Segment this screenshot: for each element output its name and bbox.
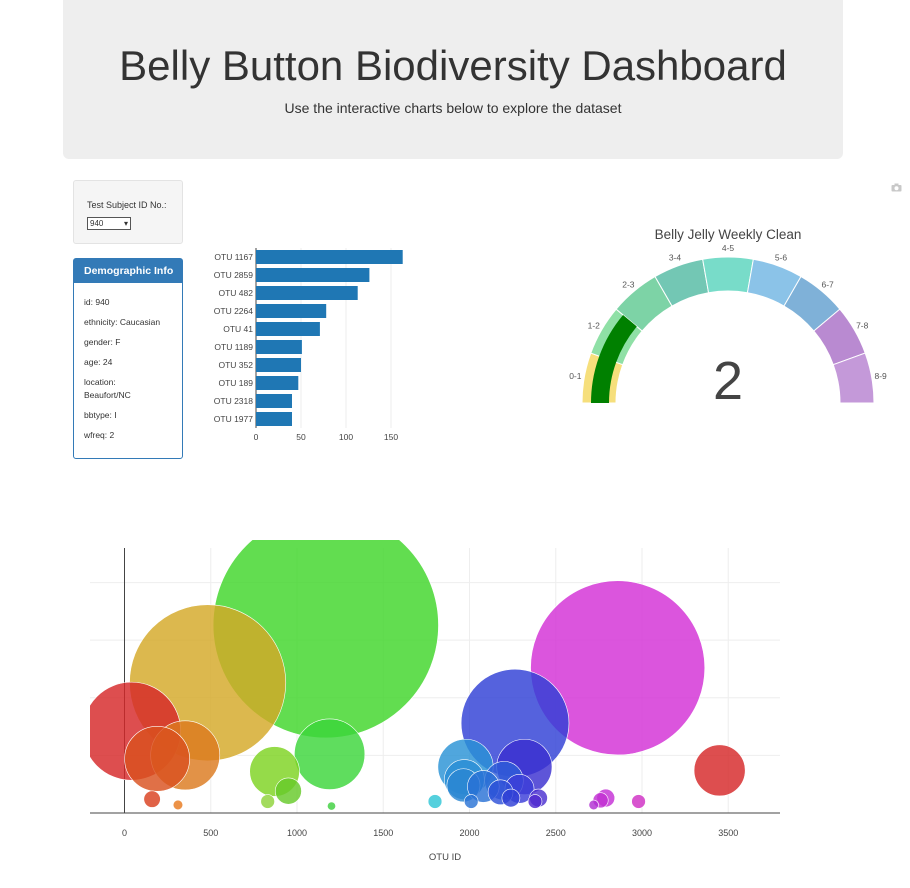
bubble-point xyxy=(501,788,521,808)
bubble-x-tick-label: 3000 xyxy=(632,828,652,838)
demographic-gender: gender: F xyxy=(84,337,121,347)
gauge-segment xyxy=(702,256,754,294)
subject-selector-well: Test Subject ID No.: 940 ▾ xyxy=(73,180,183,244)
bubble-x-tick-label: 3500 xyxy=(718,828,738,838)
bubble-point xyxy=(327,801,336,811)
bubble-x-tick-label: 2000 xyxy=(459,828,479,838)
weekly-wash-gauge: Belly Jelly Weekly Clean 0-1 1-2 2-3 3-4 4-5 5… xyxy=(569,227,887,411)
bubble-x-tick-label: 1000 xyxy=(287,828,307,838)
bubble-point xyxy=(631,794,646,809)
bar-category-label: OTU 2318 xyxy=(214,396,253,406)
bar-x-tick-label: 150 xyxy=(384,432,398,442)
bubble-point xyxy=(274,777,302,805)
subject-id-dropdown[interactable]: 940 ▾ xyxy=(87,217,131,230)
gauge-value-number: 2 xyxy=(713,351,743,411)
camera-icon[interactable] xyxy=(891,183,902,192)
gauge-title: Belly Jelly Weekly Clean xyxy=(655,227,802,242)
bar xyxy=(256,286,358,300)
bar-x-tick-label: 50 xyxy=(296,432,306,442)
gauge-value-bar xyxy=(591,314,637,403)
gauge-segment-label: 4-5 xyxy=(722,243,735,253)
bar-category-label: OTU 2264 xyxy=(214,306,253,316)
demographic-ethnicity: ethnicity: Caucasian xyxy=(84,317,161,327)
bubble-point xyxy=(527,794,543,809)
bar-category-label: OTU 41 xyxy=(223,324,253,334)
bar xyxy=(256,322,320,336)
bar xyxy=(256,304,327,318)
bar-category-label: OTU 2859 xyxy=(214,270,253,280)
bubble-x-tick-label: 500 xyxy=(203,828,218,838)
bar xyxy=(256,358,301,372)
gauge-segment xyxy=(832,352,875,404)
bar xyxy=(256,268,370,282)
subject-selector-label: Test Subject ID No.: xyxy=(87,200,167,210)
gauge-segment-label: 1-2 xyxy=(588,321,601,331)
bubble-point xyxy=(427,794,443,809)
bubble-point xyxy=(588,799,599,811)
bar-x-tick-label: 0 xyxy=(254,432,259,442)
header-jumbotron: Belly Button Biodiversity Dashboard Use … xyxy=(63,0,843,159)
subject-id-value: 940 xyxy=(90,219,104,228)
demographic-bbtype: bbtype: I xyxy=(84,410,117,420)
gauge-segment-label: 6-7 xyxy=(821,279,834,289)
bubble-point xyxy=(530,580,706,756)
demographic-wfreq: wfreq: 2 xyxy=(84,430,115,440)
bar xyxy=(256,394,292,408)
bubble-point xyxy=(172,799,184,811)
top10-otu-bar-chart: OTU 1167 OTU 2859 OTU 482 OTU 2264 OTU 41 OTU… xyxy=(214,248,403,442)
gauge-segment-label: 8-9 xyxy=(874,371,887,381)
otu-bubble-chart: 0500100015002000250030003500050100150200… xyxy=(90,540,780,863)
bubble-point xyxy=(464,794,479,809)
bar-category-label: OTU 352 xyxy=(219,360,254,370)
demographic-age: age: 24 xyxy=(84,357,113,367)
gauge-segment-label: 7-8 xyxy=(856,321,869,331)
bar xyxy=(256,376,299,390)
bubble-x-tick-label: 0 xyxy=(122,828,127,838)
bar-category-label: OTU 1189 xyxy=(214,342,253,352)
bubble-point xyxy=(294,718,366,790)
bubble-point xyxy=(143,790,161,808)
gauge-segment-label: 2-3 xyxy=(622,279,635,289)
bar-category-label: OTU 1977 xyxy=(214,414,253,424)
bubble-point xyxy=(693,744,746,797)
page-title: Belly Button Biodiversity Dashboard xyxy=(119,42,787,89)
page-subtitle: Use the interactive charts below to expl… xyxy=(284,100,622,116)
chevron-down-icon: ▾ xyxy=(123,219,128,228)
bar-category-label: OTU 189 xyxy=(219,378,254,388)
demographic-panel: Demographic Info id: 940 ethnicity: Cauc… xyxy=(73,258,183,459)
demographic-location: location: Beaufort/NC xyxy=(84,377,131,400)
bar xyxy=(256,340,302,354)
bubble-point xyxy=(124,726,190,792)
bubble-point xyxy=(260,794,275,809)
bar-category-label: OTU 1167 xyxy=(214,252,253,262)
bubble-x-axis-title: OTU ID xyxy=(429,852,461,863)
bar-category-label: OTU 482 xyxy=(219,288,254,298)
bubble-x-tick-label: 1500 xyxy=(373,828,393,838)
gauge-segment-label: 5-6 xyxy=(775,252,788,262)
gauge-segment-label: 0-1 xyxy=(569,371,582,381)
bubble-x-tick-label: 2500 xyxy=(546,828,566,838)
gauge-segment-label: 3-4 xyxy=(669,252,682,262)
bar xyxy=(256,250,403,264)
bar xyxy=(256,412,292,426)
demographic-id: id: 940 xyxy=(84,297,110,307)
bar-x-tick-label: 100 xyxy=(339,432,353,442)
demographic-panel-title: Demographic Info xyxy=(74,259,182,283)
